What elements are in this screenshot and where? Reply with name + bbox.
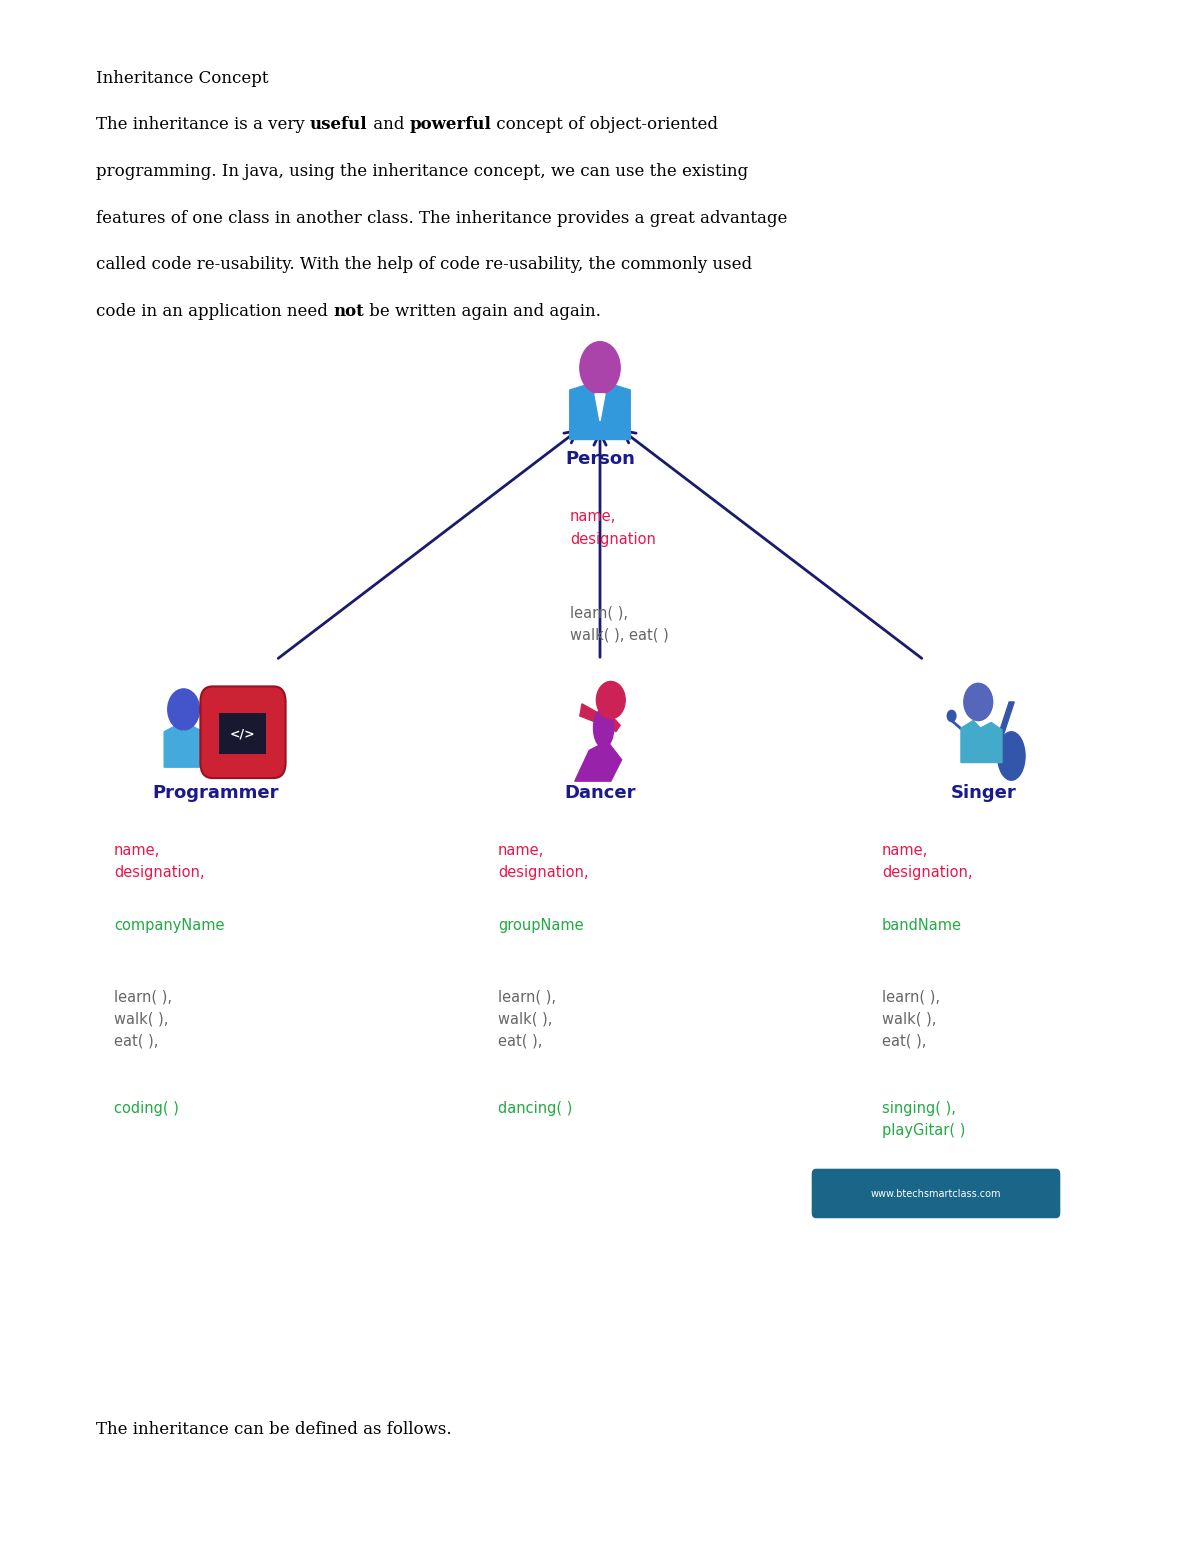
Text: dancing( ): dancing( ): [498, 1101, 572, 1117]
Text: features of one class in another class. The inheritance provides a great advanta: features of one class in another class. …: [96, 210, 787, 227]
Bar: [226, 767, 262, 775]
Text: Singer: Singer: [952, 784, 1016, 803]
Circle shape: [947, 710, 956, 722]
Text: called code re-usability. With the help of code re-usability, the commonly used: called code re-usability. With the help …: [96, 256, 752, 273]
Text: coding( ): coding( ): [114, 1101, 179, 1117]
Text: name,
designation,: name, designation,: [114, 843, 204, 881]
Text: groupName: groupName: [498, 918, 583, 933]
Text: learn( ),
walk( ),
eat( ),: learn( ), walk( ), eat( ),: [882, 989, 940, 1048]
Circle shape: [580, 342, 620, 394]
Text: useful: useful: [310, 116, 367, 134]
Text: name,
designation,: name, designation,: [498, 843, 588, 881]
Text: learn( ),
walk( ), eat( ): learn( ), walk( ), eat( ): [570, 606, 668, 643]
Text: learn( ),
walk( ),
eat( ),: learn( ), walk( ), eat( ),: [498, 989, 556, 1048]
Text: www.btechsmartclass.com: www.btechsmartclass.com: [871, 1190, 1001, 1199]
Text: The inheritance can be defined as follows.: The inheritance can be defined as follow…: [96, 1421, 451, 1438]
Circle shape: [168, 690, 199, 730]
Text: code in an application need: code in an application need: [96, 303, 334, 320]
Circle shape: [596, 682, 625, 719]
Text: concept of object-oriented: concept of object-oriented: [491, 116, 718, 134]
Polygon shape: [575, 741, 622, 781]
FancyBboxPatch shape: [200, 686, 286, 778]
Text: programming. In java, using the inheritance concept, we can use the existing: programming. In java, using the inherita…: [96, 163, 748, 180]
Polygon shape: [961, 721, 1002, 763]
Text: not: not: [334, 303, 364, 320]
Circle shape: [964, 683, 992, 721]
Text: bandName: bandName: [882, 918, 962, 933]
Text: Programmer: Programmer: [152, 784, 280, 803]
Polygon shape: [164, 725, 203, 767]
Bar: [218, 713, 265, 755]
FancyBboxPatch shape: [812, 1169, 1060, 1218]
Text: The inheritance is a very: The inheritance is a very: [96, 116, 310, 134]
Text: Dancer: Dancer: [564, 784, 636, 803]
Text: singing( ),
playGitar( ): singing( ), playGitar( ): [882, 1101, 965, 1138]
Text: be written again and again.: be written again and again.: [364, 303, 601, 320]
Polygon shape: [595, 394, 605, 421]
Bar: [240, 759, 250, 770]
Polygon shape: [570, 384, 630, 439]
Text: companyName: companyName: [114, 918, 224, 933]
Text: Person: Person: [565, 450, 635, 469]
Polygon shape: [580, 704, 599, 722]
Ellipse shape: [594, 708, 613, 747]
Text: and: and: [367, 116, 409, 134]
Ellipse shape: [997, 731, 1025, 780]
Text: learn( ),
walk( ),
eat( ),: learn( ), walk( ), eat( ),: [114, 989, 172, 1048]
Polygon shape: [607, 716, 620, 731]
Text: name,
designation,: name, designation,: [882, 843, 972, 881]
Text: Inheritance Concept: Inheritance Concept: [96, 70, 269, 87]
Text: powerful: powerful: [409, 116, 491, 134]
Text: name,
designation: name, designation: [570, 509, 656, 547]
Text: </>: </>: [229, 727, 256, 741]
Polygon shape: [997, 702, 1014, 739]
